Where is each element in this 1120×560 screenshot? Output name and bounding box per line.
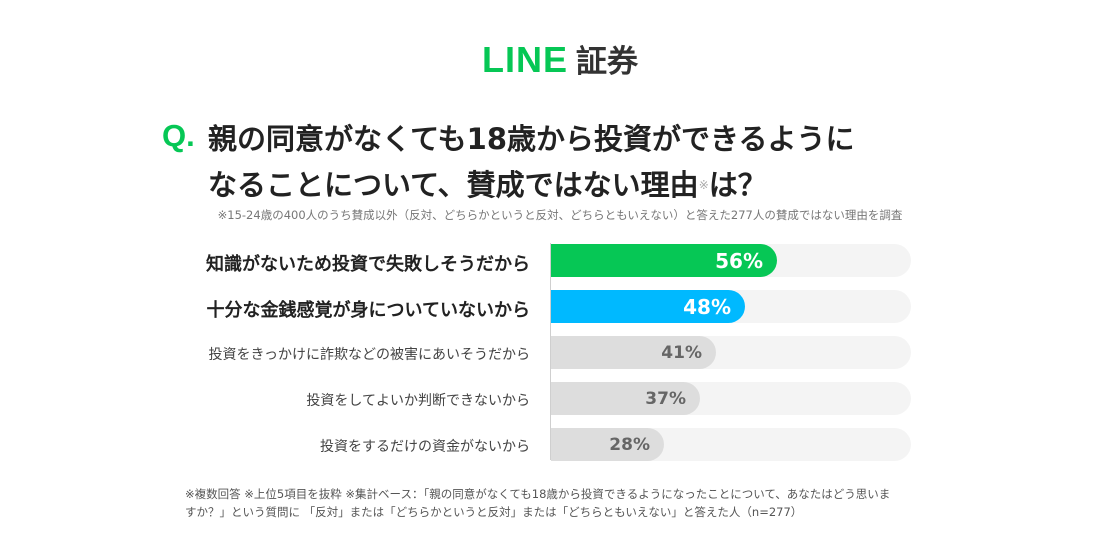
question-line-2-main: なることについて、賛成ではない理由 bbox=[208, 168, 699, 202]
line-logo-text: LINE bbox=[481, 39, 568, 80]
question-line-1: 親の同意がなくても18歳から投資ができるように bbox=[208, 122, 855, 156]
survey-subnote: ※15-24歳の400人のうち賛成以外（反対、どちらかというと反対、どちらともい… bbox=[217, 208, 903, 222]
footnote-line-2: すか？」という質問に 「反対」または「どちらかというと反対」または「どちらともい… bbox=[185, 505, 803, 519]
footnote-line-1: ※複数回答 ※上位5項目を抜粋 ※集計ベース：「親の同意がなくても18歳から投資… bbox=[185, 487, 891, 501]
brand-logo: LINE 証券 bbox=[0, 36, 1120, 81]
bar-3 bbox=[551, 336, 716, 369]
footnote: ※複数回答 ※上位5項目を抜粋 ※集計ベース：「親の同意がなくても18歳から投資… bbox=[185, 485, 945, 521]
question-title: 親の同意がなくても18歳から投資ができるように なることについて、賛成ではない理… bbox=[208, 116, 968, 208]
bar-value-label: 48% bbox=[683, 295, 731, 319]
category-label: 投資をしてよいか判断できないから bbox=[306, 393, 530, 409]
bar-value-label: 56% bbox=[715, 249, 763, 273]
product-name: 証券 bbox=[576, 44, 638, 80]
category-label: 十分な金銭感覚が身についていないから bbox=[206, 300, 530, 321]
category-label: 知識がないため投資で失敗しそうだから bbox=[206, 254, 530, 275]
bar-4 bbox=[551, 382, 700, 415]
bar-5 bbox=[551, 428, 664, 461]
bar-1 bbox=[551, 244, 777, 277]
bar-value-label: 41% bbox=[661, 343, 702, 363]
bar-2 bbox=[551, 290, 745, 323]
bar-value-label: 28% bbox=[609, 435, 650, 455]
chart-axis-line bbox=[550, 243, 551, 460]
bar-value-label: 37% bbox=[645, 389, 686, 409]
question-line-2-end: は？ bbox=[708, 168, 767, 202]
question-mark: Q. bbox=[162, 118, 195, 153]
question-line-2: なることについて、賛成ではない理由※は？ bbox=[208, 162, 968, 208]
question-note-mark: ※ bbox=[698, 178, 709, 192]
category-label: 投資をきっかけに詐欺などの被害にあいそうだから bbox=[208, 347, 530, 363]
category-label: 投資をするだけの資金がないから bbox=[320, 439, 530, 455]
